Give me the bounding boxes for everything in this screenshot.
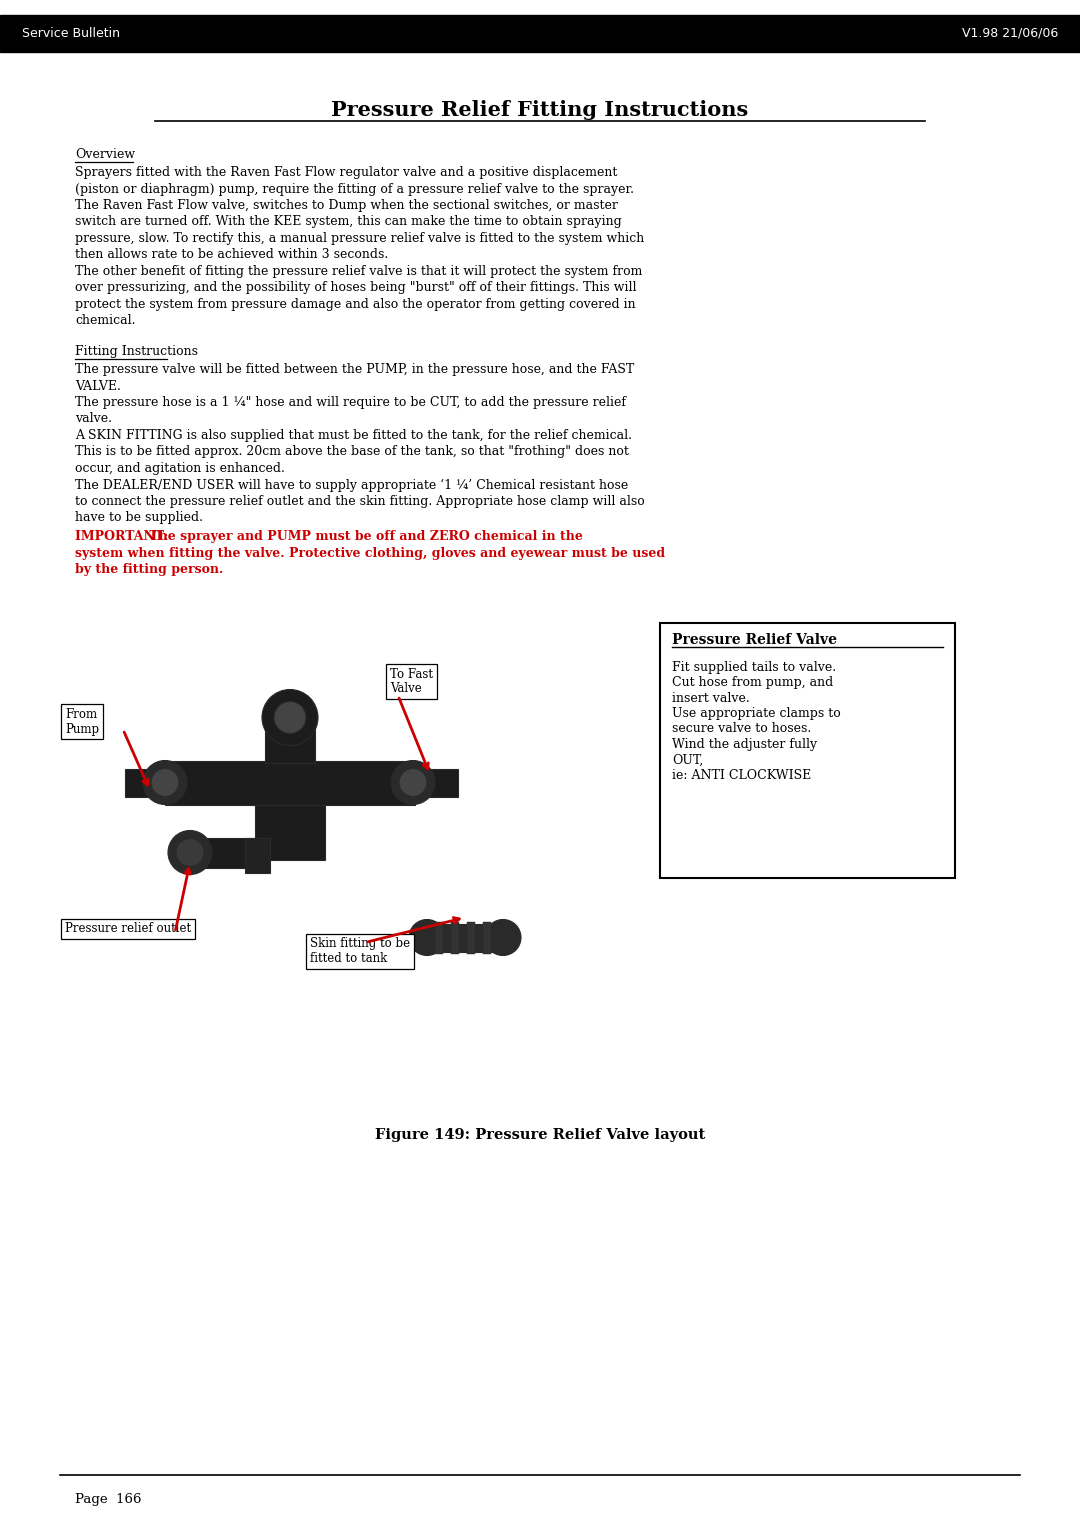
Bar <box>451 921 459 953</box>
Bar <box>255 805 325 860</box>
Circle shape <box>143 760 187 805</box>
Text: by the fitting person.: by the fitting person. <box>75 563 224 576</box>
Circle shape <box>176 838 204 866</box>
Circle shape <box>274 701 306 733</box>
Bar <box>435 921 443 953</box>
Text: valve.: valve. <box>75 412 112 426</box>
Text: over pressurizing, and the possibility of hoses being "burst" off of their fitti: over pressurizing, and the possibility o… <box>75 281 636 295</box>
Text: The DEALER/END USER will have to supply appropriate ‘1 ¼’ Chemical resistant hos: The DEALER/END USER will have to supply … <box>75 478 629 492</box>
Text: Fitting Instructions: Fitting Instructions <box>75 345 198 357</box>
Bar <box>467 921 475 953</box>
Text: Pressure Relief Fitting Instructions: Pressure Relief Fitting Instructions <box>332 99 748 121</box>
Bar <box>265 718 315 762</box>
Text: to connect the pressure relief outlet and the skin fitting. Appropriate hose cla: to connect the pressure relief outlet an… <box>75 495 645 508</box>
Bar <box>427 924 503 951</box>
Text: V1.98 21/06/06: V1.98 21/06/06 <box>962 27 1058 40</box>
Text: system when fitting the valve. Protective clothing, gloves and eyewear must be u: system when fitting the valve. Protectiv… <box>75 547 665 559</box>
Text: have to be supplied.: have to be supplied. <box>75 512 203 524</box>
Bar <box>190 837 260 867</box>
Text: insert valve.: insert valve. <box>672 692 750 704</box>
Text: The Raven Fast Flow valve, switches to Dump when the sectional switches, or mast: The Raven Fast Flow valve, switches to D… <box>75 199 618 212</box>
Text: To Fast
Valve: To Fast Valve <box>390 667 433 695</box>
Text: Overview: Overview <box>75 148 135 160</box>
Circle shape <box>151 768 179 797</box>
Text: VALVE.: VALVE. <box>75 380 121 392</box>
Text: occur, and agitation is enhanced.: occur, and agitation is enhanced. <box>75 463 285 475</box>
Text: switch are turned off. With the KEE system, this can make the time to obtain spr: switch are turned off. With the KEE syst… <box>75 215 622 229</box>
Text: Page  166: Page 166 <box>75 1493 141 1506</box>
Text: Use appropriate clamps to: Use appropriate clamps to <box>672 707 840 721</box>
Text: Service Bulletin: Service Bulletin <box>22 27 120 40</box>
Text: chemical.: chemical. <box>75 315 135 327</box>
Bar <box>660 623 955 878</box>
Text: protect the system from pressure damage and also the operator from getting cover: protect the system from pressure damage … <box>75 298 636 312</box>
Text: Figure 149: Pressure Relief Valve layout: Figure 149: Pressure Relief Valve layout <box>375 1127 705 1142</box>
Bar <box>245 837 270 872</box>
Text: ie: ANTI CLOCKWISE: ie: ANTI CLOCKWISE <box>672 770 811 782</box>
Text: Pressure relief outlet: Pressure relief outlet <box>65 922 191 936</box>
Text: Fit supplied tails to valve.: Fit supplied tails to valve. <box>672 661 836 673</box>
Text: The pressure valve will be fitted between the PUMP, in the pressure hose, and th: The pressure valve will be fitted betwee… <box>75 363 634 376</box>
Bar <box>165 760 415 805</box>
Text: From
Pump: From Pump <box>65 707 99 736</box>
Text: This is to be fitted approx. 20cm above the base of the tank, so that "frothing": This is to be fitted approx. 20cm above … <box>75 446 629 458</box>
Text: The other benefit of fitting the pressure relief valve is that it will protect t: The other benefit of fitting the pressur… <box>75 266 643 278</box>
Bar <box>0 15 1080 52</box>
Text: The sprayer and PUMP must be off and ZERO chemical in the: The sprayer and PUMP must be off and ZER… <box>145 530 583 544</box>
Text: A SKIN FITTING is also supplied that must be fitted to the tank, for the relief : A SKIN FITTING is also supplied that mus… <box>75 429 632 441</box>
Circle shape <box>168 831 212 875</box>
Text: Skin fitting to be
fitted to tank: Skin fitting to be fitted to tank <box>310 938 410 965</box>
Text: then allows rate to be achieved within 3 seconds.: then allows rate to be achieved within 3… <box>75 249 388 261</box>
Bar <box>413 768 458 797</box>
Text: pressure, slow. To rectify this, a manual pressure relief valve is fitted to the: pressure, slow. To rectify this, a manua… <box>75 232 645 244</box>
Circle shape <box>391 760 435 805</box>
Text: secure valve to hoses.: secure valve to hoses. <box>672 722 811 736</box>
Circle shape <box>399 768 427 797</box>
Text: Cut hose from pump, and: Cut hose from pump, and <box>672 676 834 689</box>
Circle shape <box>485 919 521 956</box>
Bar <box>483 921 491 953</box>
Text: Pressure Relief Valve: Pressure Relief Valve <box>672 634 837 647</box>
Text: IMPORTANT:: IMPORTANT: <box>75 530 173 544</box>
Circle shape <box>409 919 445 956</box>
Text: OUT,: OUT, <box>672 753 703 767</box>
Circle shape <box>262 690 318 745</box>
Text: The pressure hose is a 1 ¼" hose and will require to be CUT, to add the pressure: The pressure hose is a 1 ¼" hose and wil… <box>75 395 626 409</box>
Text: Sprayers fitted with the Raven Fast Flow regulator valve and a positive displace: Sprayers fitted with the Raven Fast Flow… <box>75 166 618 179</box>
Text: Wind the adjuster fully: Wind the adjuster fully <box>672 738 818 751</box>
Text: (piston or diaphragm) pump, require the fitting of a pressure relief valve to th: (piston or diaphragm) pump, require the … <box>75 183 634 195</box>
Bar <box>125 768 167 797</box>
